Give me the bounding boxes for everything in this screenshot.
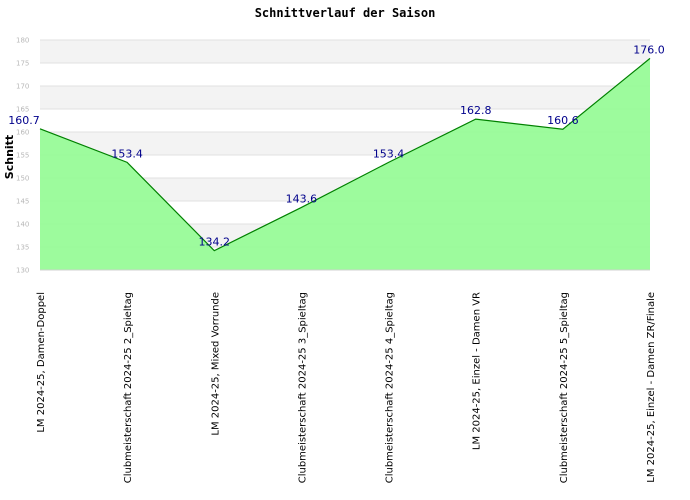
data-label: 143.6 — [286, 192, 318, 205]
y-tick-label: 175 — [16, 60, 29, 68]
data-label: 160.7 — [8, 114, 40, 127]
y-axis-label: Schnitt — [3, 135, 16, 179]
grid-band — [40, 86, 650, 109]
data-labels: 160.7 153.4 134.2 143.6 153.4 162.8 160.6 176.0 — [8, 43, 665, 248]
y-tick-label: 150 — [16, 175, 29, 183]
series-area — [40, 58, 650, 271]
x-tick-label: LM 2024-25, Mixed Vorrunde — [210, 292, 221, 436]
data-label: 153.4 — [373, 147, 405, 160]
y-tick-label: 180 — [16, 37, 29, 45]
data-label: 153.4 — [111, 147, 143, 160]
x-tick-label: LM 2024-25, Damen-Doppel — [36, 292, 47, 433]
y-tick-labels: 130 135 140 145 150 155 160 165 170 175 180 — [16, 37, 29, 275]
y-tick-label: 170 — [16, 83, 29, 91]
x-tick-label: LM 2024-25, Einzel - Damen VR — [472, 292, 483, 450]
x-tick-label: Clubmeisterschaft 2024-25 2_Spieltag — [123, 292, 134, 483]
grid-band — [40, 63, 650, 86]
x-tick-label: Clubmeisterschaft 2024-25 5_Spieltag — [559, 292, 570, 483]
y-tick-label: 145 — [16, 198, 29, 206]
y-tick-label: 160 — [16, 129, 29, 137]
data-label: 176.0 — [633, 43, 665, 56]
y-tick-label: 135 — [16, 244, 29, 252]
data-label: 160.6 — [547, 114, 579, 127]
x-tick-label: Clubmeisterschaft 2024-25 3_Spieltag — [297, 292, 308, 483]
data-label: 134.2 — [199, 236, 231, 249]
data-label: 162.8 — [460, 104, 492, 117]
x-tick-label: Clubmeisterschaft 2024-25 4_Spieltag — [385, 292, 396, 483]
grid-band — [40, 40, 650, 63]
series-line — [39, 57, 651, 252]
y-tick-label: 140 — [16, 221, 29, 229]
y-tick-label: 130 — [16, 267, 29, 275]
x-tick-label: LM 2024-25, Einzel - Damen ZR/Finale — [646, 292, 657, 483]
x-tick-labels: LM 2024-25, Damen-Doppel Clubmeisterschaf… — [36, 292, 657, 483]
y-tick-label: 155 — [16, 152, 29, 160]
y-tick-label: 165 — [16, 106, 29, 114]
chart-title: Schnittverlauf der Saison — [255, 6, 436, 20]
